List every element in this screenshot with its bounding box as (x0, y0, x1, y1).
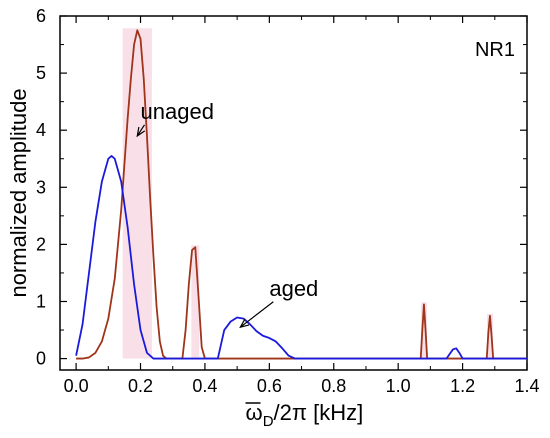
annotations: unaged aged (136, 99, 318, 329)
x-tick-label: 1.0 (386, 376, 411, 396)
annotation-arrowhead (239, 319, 250, 329)
series-line-aged (75, 154, 527, 360)
peak-highlight (191, 245, 200, 359)
plot-frame (59, 15, 528, 371)
y-tick-label: 5 (36, 63, 46, 83)
annotation-arrow (136, 124, 146, 137)
annotation-label: unaged (141, 99, 214, 124)
x-axis-label: ωD/2π [kHz] (246, 400, 364, 430)
x-axis-label-subscript: D (263, 413, 274, 430)
series-group (75, 29, 527, 360)
y-axis-label: normalized amplitude (6, 88, 31, 297)
x-tick-label: 1.2 (450, 376, 475, 396)
y-tick-label: 4 (36, 120, 46, 140)
x-axis-ticks: 0.0 0.2 0.4 0.6 0.8 1.0 1.2 1.4 (64, 16, 540, 396)
y-tick-label: 2 (36, 234, 46, 254)
x-tick-label: 0.2 (128, 376, 153, 396)
panel-label: NR1 (475, 39, 515, 61)
y-tick-label: 1 (36, 291, 46, 311)
annotation-arrowhead (136, 126, 146, 138)
annotation-label: aged (269, 276, 318, 301)
y-tick-label: 6 (36, 6, 46, 26)
x-tick-label: 0.8 (321, 376, 346, 396)
peak-highlight (420, 302, 427, 359)
annotation-arrow (239, 301, 274, 328)
x-tick-label: 0.0 (64, 376, 89, 396)
peak-highlights (122, 28, 493, 359)
peak-highlight (486, 313, 493, 359)
x-tick-label: 0.4 (192, 376, 217, 396)
x-tick-label: 0.6 (257, 376, 282, 396)
x-axis-label-omega: ω (246, 400, 263, 425)
x-axis-label-rest: /2π [kHz] (274, 400, 364, 425)
y-tick-label: 0 (36, 349, 46, 369)
x-tick-label: 1.4 (514, 376, 539, 396)
y-tick-label: 3 (36, 177, 46, 197)
